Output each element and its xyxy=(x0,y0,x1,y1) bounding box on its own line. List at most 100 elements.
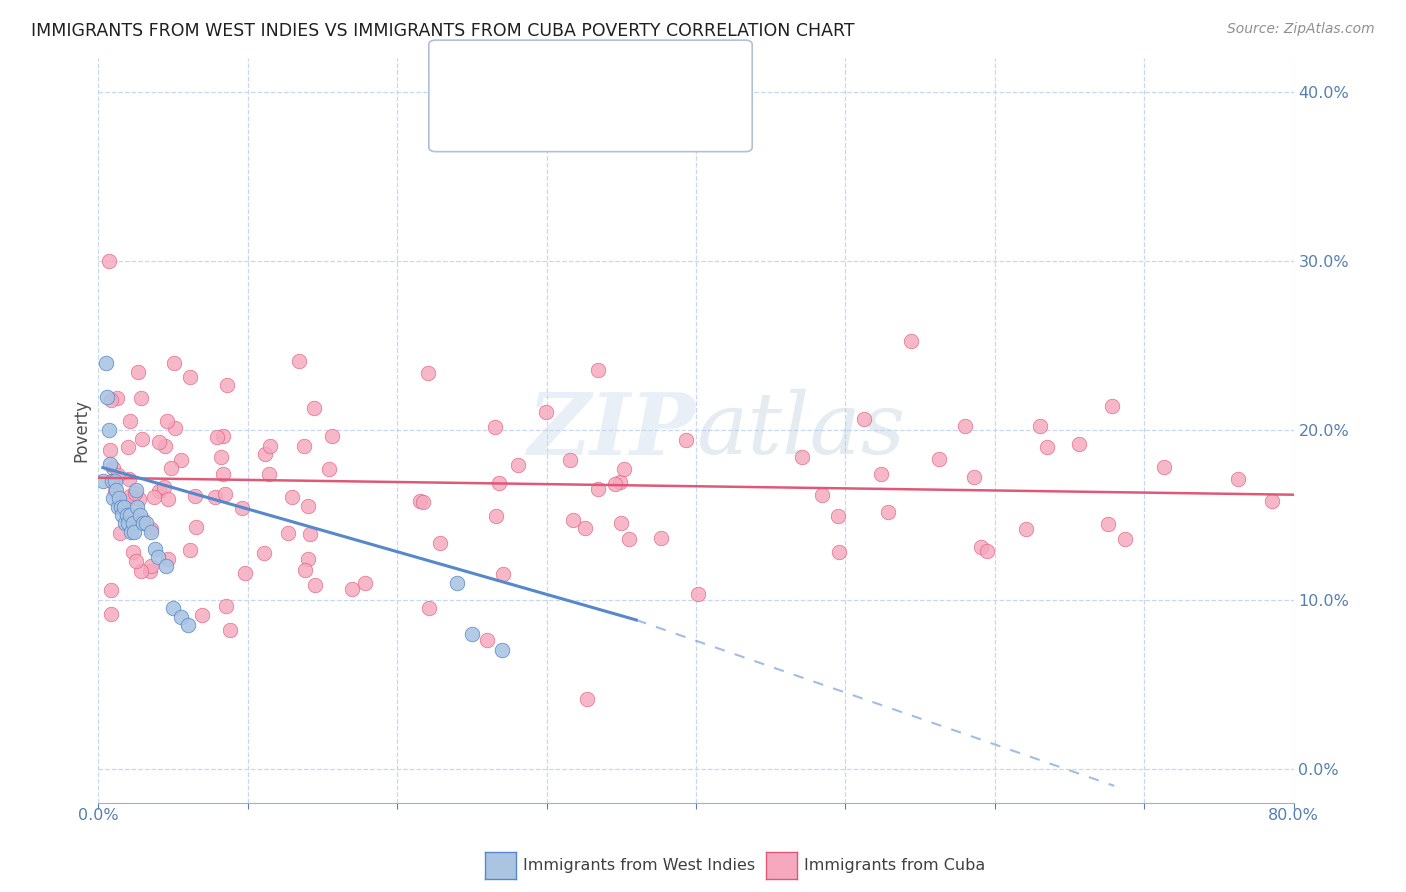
Point xyxy=(132,516,155,531)
Point xyxy=(588,482,610,496)
Point xyxy=(170,453,193,467)
Point xyxy=(114,493,136,508)
Point xyxy=(1028,419,1050,434)
Point xyxy=(1097,516,1119,531)
Point xyxy=(118,508,141,522)
Point xyxy=(686,587,709,601)
Point xyxy=(259,439,281,453)
Text: ZIP: ZIP xyxy=(529,389,696,472)
Point xyxy=(120,524,142,539)
Point xyxy=(179,543,201,558)
Point xyxy=(110,525,132,540)
Point xyxy=(205,430,228,444)
Point xyxy=(297,552,319,566)
Point xyxy=(114,516,136,531)
Point xyxy=(184,489,207,503)
Point xyxy=(125,554,148,568)
Point xyxy=(558,452,581,467)
Point xyxy=(491,643,513,657)
Point xyxy=(105,483,128,497)
Point xyxy=(304,578,326,592)
Point xyxy=(101,460,124,475)
Point xyxy=(139,524,162,539)
Point xyxy=(96,390,118,404)
Text: Source: ZipAtlas.com: Source: ZipAtlas.com xyxy=(1227,22,1375,37)
Point xyxy=(418,601,440,615)
Point xyxy=(574,521,596,535)
Point xyxy=(617,532,640,546)
Point xyxy=(212,429,235,443)
Point xyxy=(257,467,280,481)
Point xyxy=(292,439,315,453)
Point xyxy=(461,626,484,640)
Point xyxy=(139,522,162,536)
Point xyxy=(132,512,155,526)
Point xyxy=(148,484,170,499)
Point xyxy=(827,508,849,523)
Point xyxy=(412,495,434,509)
Point xyxy=(1015,522,1038,536)
Point xyxy=(162,355,184,369)
Point xyxy=(1261,494,1284,508)
Point xyxy=(252,546,274,560)
Point xyxy=(575,691,598,706)
Point xyxy=(536,405,558,419)
Point xyxy=(288,354,311,368)
Point xyxy=(162,601,184,615)
Point xyxy=(129,508,152,522)
Point xyxy=(484,419,506,434)
Point xyxy=(219,623,242,637)
Point xyxy=(211,450,233,464)
Point xyxy=(143,490,166,504)
Point xyxy=(294,563,316,577)
Point xyxy=(131,432,153,446)
Point xyxy=(299,526,322,541)
Point xyxy=(1226,472,1249,486)
Point xyxy=(124,485,146,500)
Point xyxy=(163,421,186,435)
Point xyxy=(1036,441,1059,455)
Point xyxy=(139,558,162,573)
Point xyxy=(1114,532,1136,546)
Point xyxy=(280,490,302,504)
Point xyxy=(156,551,179,566)
Point xyxy=(828,545,851,559)
Point xyxy=(792,450,814,464)
Point xyxy=(418,366,440,380)
Point xyxy=(212,467,235,482)
Point xyxy=(148,435,170,450)
Point xyxy=(342,582,364,596)
Y-axis label: Poverty: Poverty xyxy=(72,399,90,462)
Point xyxy=(215,377,238,392)
Point xyxy=(184,520,207,534)
Point xyxy=(108,497,131,511)
Text: R = -0.033  N = 123: R = -0.033 N = 123 xyxy=(486,112,669,126)
Point xyxy=(125,483,148,497)
Point xyxy=(179,369,201,384)
Point xyxy=(561,513,583,527)
Point xyxy=(129,564,152,578)
Point xyxy=(111,508,134,522)
Point xyxy=(190,607,212,622)
Point xyxy=(118,472,141,486)
Point xyxy=(588,363,610,377)
Point xyxy=(117,440,139,454)
Point xyxy=(613,462,636,476)
Point xyxy=(159,461,181,475)
Point xyxy=(254,447,277,461)
Point xyxy=(98,442,121,457)
Point xyxy=(1067,436,1090,450)
Point xyxy=(103,491,125,505)
Point xyxy=(610,516,633,530)
Point xyxy=(107,468,129,483)
Point xyxy=(231,501,253,516)
Point xyxy=(429,535,451,549)
Point xyxy=(127,500,149,514)
Point xyxy=(318,462,340,476)
Point xyxy=(928,452,950,467)
Point xyxy=(650,531,672,545)
Point xyxy=(900,334,922,349)
Point xyxy=(810,488,832,502)
Point xyxy=(215,599,238,614)
Point xyxy=(962,470,984,484)
